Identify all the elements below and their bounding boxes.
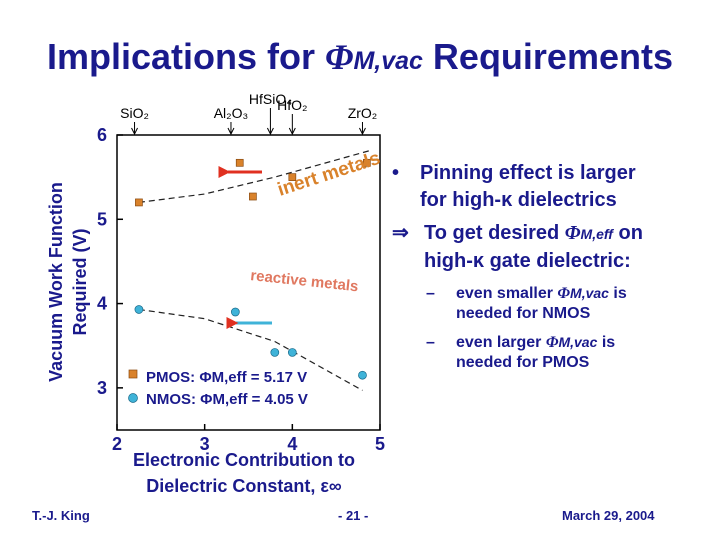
phi-symbol: Φ xyxy=(564,222,581,244)
y-tick-label: 5 xyxy=(97,209,107,229)
y-tick-label: 4 xyxy=(97,294,107,314)
reactive-metals-label: reactive metals xyxy=(250,267,360,295)
bullet-pinning: • Pinning effect is larger for high-κ die… xyxy=(392,162,636,211)
bullet-desired-work-function: ⇒ To get desired ΦM,eff on high-κ gate di… xyxy=(392,222,643,272)
pmos-data-point xyxy=(249,192,257,201)
dielectric-label: ZrO₂ xyxy=(348,105,378,121)
dielectric-label: HfO₂ xyxy=(277,97,307,113)
legend-nmos-label: NMOS: ΦM,eff = 4.05 V xyxy=(146,391,308,408)
dielectric-pointer-head xyxy=(227,127,235,136)
dielectric-pointer-head xyxy=(288,127,296,136)
x-axis-label-line2: Dielectric Constant, ε∞ xyxy=(146,476,342,496)
nmos-data-point xyxy=(231,307,240,317)
legend: PMOS: ΦM,eff = 5.17 V NMOS: ΦM,eff = 4.0… xyxy=(128,369,308,408)
legend-nmos-marker xyxy=(128,393,138,403)
subbullet-pmos: – even larger ΦM,vac is needed for PMOS xyxy=(426,334,616,371)
pmos-data-point xyxy=(235,158,244,167)
y-tick-label: 6 xyxy=(97,125,107,145)
pmos-data-point xyxy=(135,198,143,207)
x-tick-label: 4 xyxy=(287,434,297,454)
footer-date: March 29, 2004 xyxy=(562,508,655,523)
x-tick-label: 2 xyxy=(112,434,122,454)
pmos-data-point xyxy=(288,173,297,181)
nmos-trend-line xyxy=(138,308,363,391)
legend-pmos-label: PMOS: ΦM,eff = 5.17 V xyxy=(146,369,307,386)
phi-symbol: Φ xyxy=(545,334,559,351)
dielectric-label: SiO₂ xyxy=(120,105,149,121)
pmos-trend-line xyxy=(138,149,372,203)
y-axis-label-line2: Required (V) xyxy=(70,228,90,335)
nmos-data-point xyxy=(287,348,297,357)
nmos-data-point xyxy=(358,370,367,380)
pmos-data-point xyxy=(363,158,371,167)
phi-symbol: Φ xyxy=(325,37,354,77)
footer-author: T.-J. King xyxy=(32,508,90,523)
slide-title: Implications for ΦM,vac Requirements xyxy=(46,36,673,77)
dielectric-label: Al₂O₃ xyxy=(214,105,248,121)
footer-page-number: - 21 - xyxy=(338,508,369,523)
bullet-list: • Pinning effect is larger for high-κ die… xyxy=(392,160,712,373)
y-tick-label: 3 xyxy=(97,378,107,398)
nmos-data-point xyxy=(134,305,144,314)
dielectric-pointer-head xyxy=(266,127,274,136)
dielectric-label: HfSiO₄ xyxy=(249,91,292,107)
dielectric-pointer-head xyxy=(359,127,366,136)
nmos-data-point xyxy=(270,348,280,357)
dielectric-pointer-head xyxy=(131,127,138,136)
x-tick-label: 5 xyxy=(375,434,385,454)
x-axis-label-line1: Electronic Contribution to xyxy=(133,450,355,470)
plot-frame xyxy=(116,134,381,431)
x-tick-label: 3 xyxy=(200,434,210,454)
y-axis-label-line1: Vacuum Work Function xyxy=(46,182,66,382)
phi-symbol: Φ xyxy=(557,285,571,302)
legend-pmos-marker xyxy=(128,369,138,379)
subbullet-nmos: – even smaller ΦM,vac is needed for NMOS xyxy=(426,285,627,322)
